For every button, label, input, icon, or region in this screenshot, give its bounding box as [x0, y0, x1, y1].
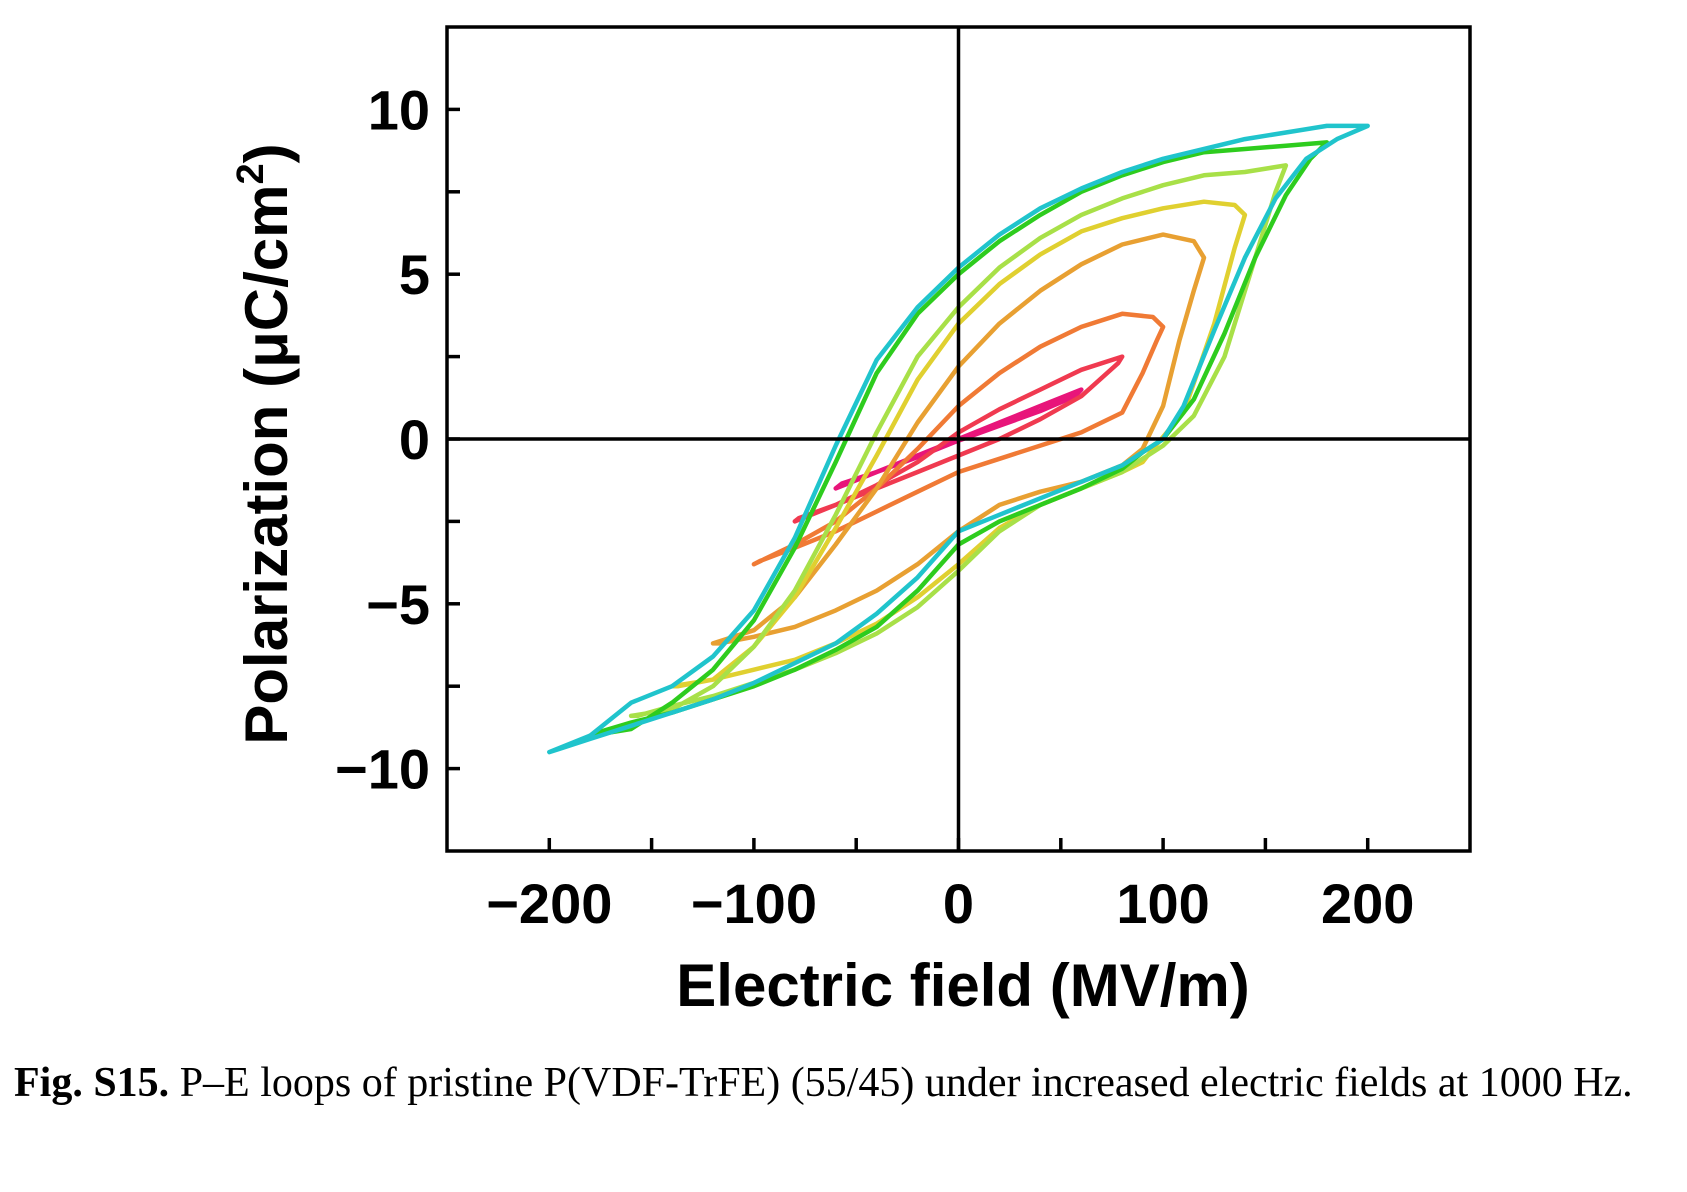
y-axis-title: Polarization (μC/cm2) [230, 143, 300, 744]
x-axis-title: Electric field (MV/m) [676, 952, 1249, 1019]
loop-series-3 [751, 311, 1166, 567]
y-tick-label: 5 [399, 243, 430, 306]
caption-text: P–E loops of pristine P(VDF-TrFE) (55/45… [179, 1060, 1633, 1106]
loop-series-5 [669, 199, 1248, 689]
loop-series-7 [587, 140, 1330, 738]
x-tick-label: −100 [691, 872, 817, 935]
x-tick-labels: −200 −100 0 100 200 [486, 872, 1414, 935]
loop-series-group [547, 123, 1370, 755]
x-tick-label: 0 [943, 872, 974, 935]
y-tick-labels: −10 −5 0 5 10 [335, 78, 430, 800]
y-tick-label: −10 [335, 738, 430, 801]
tick-mark-group [447, 107, 1370, 851]
x-tick-label: 100 [1116, 872, 1209, 935]
y-axis-title-end: ) [233, 143, 300, 163]
loop-series-8 [547, 123, 1370, 755]
pe-loop-chart: −200 −100 0 100 200 −10 −5 0 5 10 Electric field… [230, 25, 1472, 1019]
caption-label: Fig. S15. [14, 1060, 170, 1106]
y-tick-label: 10 [368, 78, 430, 141]
y-tick-label: 0 [399, 408, 430, 471]
figure-caption: Fig. S15. P–E loops of pristine P(VDF-Tr… [14, 1055, 1679, 1112]
y-axis-title-main: Polarization (μC/cm [233, 184, 300, 744]
y-axis-title-superscript: 2 [230, 163, 272, 184]
y-tick-label: −5 [366, 573, 430, 636]
loop-series-4 [710, 232, 1207, 646]
x-tick-label: 200 [1321, 872, 1414, 935]
x-tick-label: −200 [486, 872, 612, 935]
